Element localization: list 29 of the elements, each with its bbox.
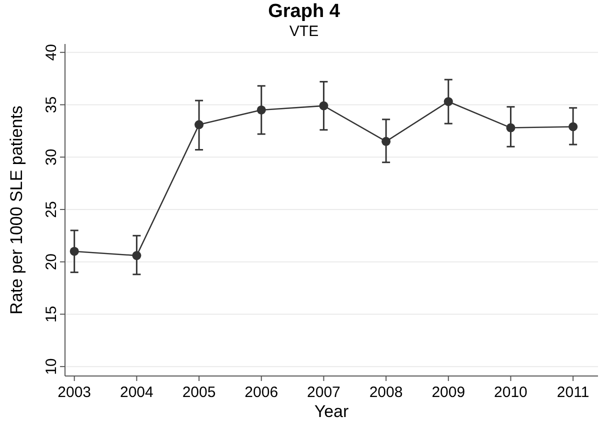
y-tick-label: 30 [43,148,60,166]
point [70,246,79,256]
y-axis-title: Rate per 1000 SLE patients [7,106,26,314]
point [568,122,578,132]
point [194,120,204,130]
point [256,105,266,114]
point [506,123,516,132]
point [132,251,142,260]
y-tick-label: 25 [43,201,60,218]
x-tick-label: 2004 [120,384,154,401]
y-tick-label: 15 [43,306,60,323]
point [319,101,328,110]
y-tick-label: 35 [43,96,60,114]
point [444,97,453,106]
y-tick-label: 10 [43,358,60,375]
chart-subtitle: VTE [289,23,319,40]
x-tick-label: 2005 [182,384,216,401]
y-tick-label: 40 [43,44,60,61]
x-tick-label: 2007 [307,384,340,401]
x-tick-label: 2008 [369,384,403,401]
x-tick-label: 2003 [58,384,92,401]
x-tick-label: 2010 [494,384,528,401]
x-axis-title: Year [314,402,350,421]
y-tick-label: 20 [43,254,60,270]
chart-title: Graph 4 [268,1,340,22]
point [382,136,391,146]
x-tick-label: 2009 [432,384,466,401]
x-tick-label: 2011 [556,384,590,401]
x-tick-label: 2006 [244,384,278,401]
